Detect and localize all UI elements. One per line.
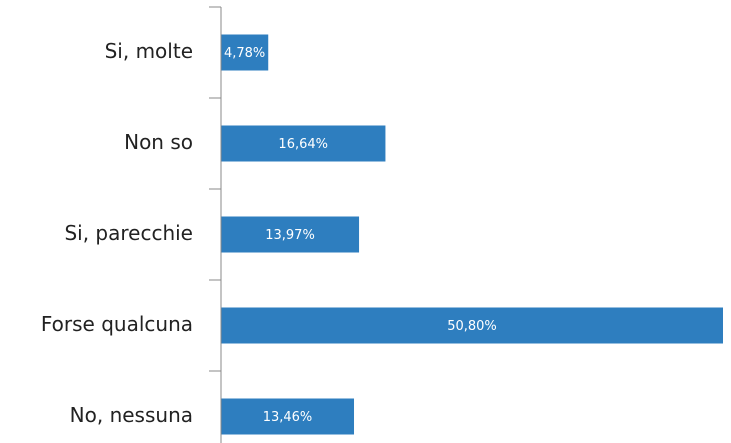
bar [221, 34, 269, 71]
category-label: Non so [124, 130, 193, 154]
data-label: 4,78% [224, 46, 265, 61]
category-label: Si, molte [105, 39, 193, 63]
category-label: No, nessuna [70, 403, 193, 427]
data-label: 13,97% [265, 228, 315, 243]
data-label: 13,46% [263, 410, 313, 425]
bar [221, 216, 360, 253]
data-label: 16,64% [278, 137, 328, 152]
bar [221, 307, 723, 344]
bar [221, 125, 386, 162]
bar [221, 398, 355, 435]
category-label: Forse qualcuna [41, 312, 193, 336]
category-label: Si, parecchie [64, 221, 193, 245]
data-label: 50,80% [447, 319, 497, 334]
